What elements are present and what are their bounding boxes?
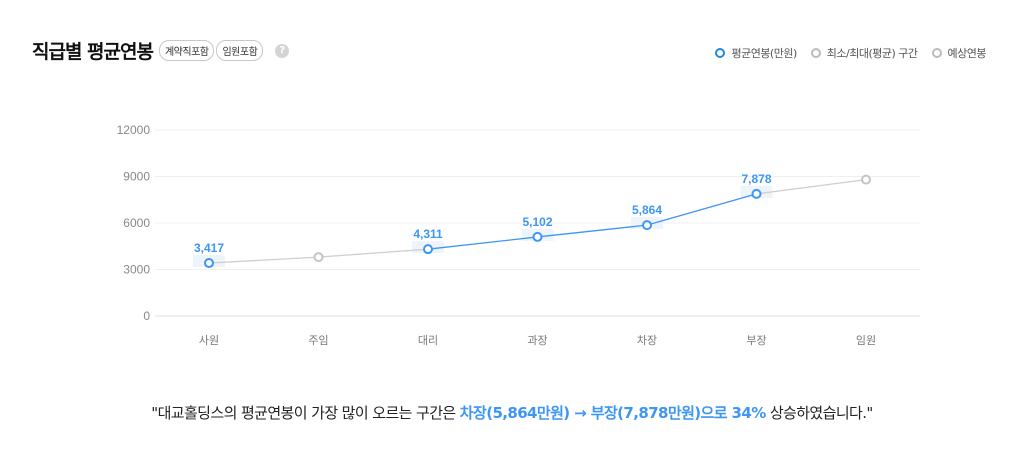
average-salary-point[interactable] — [423, 244, 433, 255]
line-segment — [318, 248, 429, 258]
line-segment — [756, 178, 867, 195]
circle-icon — [715, 48, 726, 58]
data-label: 4,311 — [413, 227, 443, 241]
x-tick-label: 과장 — [527, 334, 547, 347]
legend-item-average-salary[interactable]: 평균연봉(만원) — [715, 45, 797, 61]
chart-header: 직급별 평균연봉 계약직포함 임원포함 ? — [32, 37, 290, 64]
chart-legend: 평균연봉(만원) 최소/최대(평균) 구간 예상연봉 — [701, 45, 987, 61]
summary-text: "대교홀딩스의 평균연봉이 가장 많이 오르는 구간은 차장(5,864만원) … — [151, 404, 873, 422]
line-chart: 0 3000 6000 9000 12000 사원 주임 대리 과장 차장 부장 임원 3,417 4,3… — [117, 123, 920, 347]
y-tick-label: 6000 — [123, 216, 150, 230]
data-label: 7,878 — [741, 172, 771, 186]
predicted-salary-point[interactable] — [861, 174, 871, 185]
average-salary-point[interactable] — [751, 188, 762, 199]
x-tick-label: 사원 — [199, 334, 219, 347]
circle-icon — [810, 48, 821, 58]
average-salary-point[interactable] — [204, 258, 214, 269]
y-tick-label: 0 — [143, 309, 150, 323]
legend-item-predicted-salary[interactable]: 예상연봉 — [931, 45, 987, 61]
x-tick-label: 차장 — [637, 334, 657, 347]
line-segment — [427, 236, 538, 250]
line-segment — [537, 224, 648, 238]
x-tick-label: 임원 — [856, 334, 876, 347]
data-label: 5,102 — [522, 215, 552, 229]
data-label: 5,864 — [632, 203, 662, 217]
circle-icon — [931, 48, 942, 58]
x-tick-label: 부장 — [746, 334, 766, 347]
chart-title: 직급별 평균연봉 — [32, 41, 154, 63]
y-tick-label: 3000 — [123, 263, 150, 277]
contract-included-tag[interactable]: 계약직포함 — [158, 40, 215, 61]
average-salary-point[interactable] — [532, 231, 543, 242]
line-segment — [646, 193, 757, 226]
predicted-salary-point[interactable] — [313, 252, 324, 263]
x-tick-label: 대리 — [418, 334, 438, 347]
data-label: 3,417 — [194, 241, 224, 255]
y-tick-label: 9000 — [123, 170, 150, 184]
y-tick-label: 12000 — [117, 123, 151, 137]
summary-highlight: 차장(5,864만원) → 부장(7,878만원)으로 34% — [459, 404, 766, 422]
question-circle-icon[interactable]: ? — [275, 43, 290, 58]
average-salary-point[interactable] — [642, 220, 652, 231]
executive-included-tag[interactable]: 임원포함 — [216, 40, 264, 61]
x-tick-label: 주임 — [308, 334, 328, 347]
line-segment — [208, 256, 319, 264]
legend-item-min-max-range[interactable]: 최소/최대(평균) 구간 — [810, 45, 918, 61]
